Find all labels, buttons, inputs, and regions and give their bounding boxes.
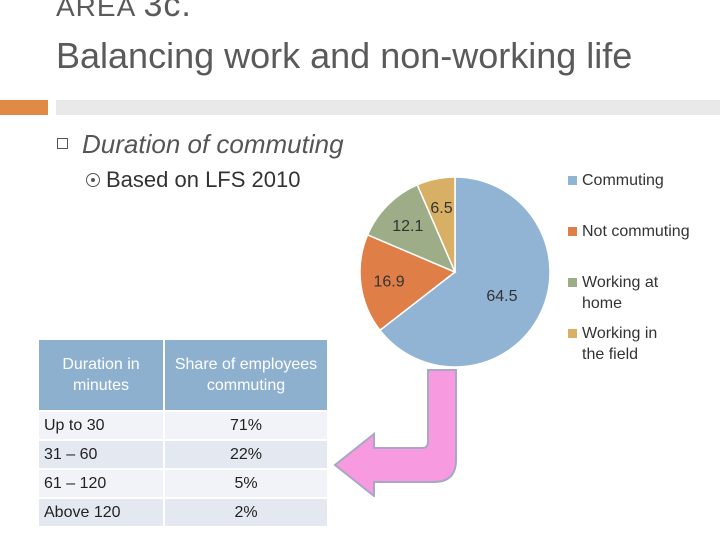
area-number: 3c. <box>143 0 192 24</box>
circle-bullet-icon <box>86 173 100 187</box>
area-label-text: AREA <box>56 0 135 22</box>
bullet-level-1: Duration of commuting <box>57 129 344 160</box>
pie-chart: 64.5 16.9 12.1 6.5 Commuting Not commuting Wor… <box>359 172 690 368</box>
accent-bar <box>0 100 48 115</box>
bullet-level-2: Based on LFS 2010 <box>86 167 300 193</box>
legend-label: Not commuting <box>582 223 690 240</box>
table-row: 61 – 120 5% <box>39 470 327 497</box>
cell-duration: 61 – 120 <box>39 470 163 497</box>
pie-data-label: 12.1 <box>392 218 423 235</box>
legend-label: Working at home <box>582 274 659 312</box>
cell-share: 22% <box>165 441 327 468</box>
table-row: Up to 30 71% <box>39 412 327 439</box>
square-bullet-icon <box>57 138 68 149</box>
cell-share: 2% <box>165 499 327 526</box>
pie-data-label: 6.5 <box>430 200 452 217</box>
legend-swatch <box>568 329 577 338</box>
cell-duration: Above 120 <box>39 499 163 526</box>
legend-label: Working in the field <box>582 325 657 363</box>
curved-arrow-icon <box>333 369 457 497</box>
pie-slice <box>359 233 457 332</box>
cell-duration: 31 – 60 <box>39 441 163 468</box>
legend-swatch <box>568 227 577 236</box>
slide-title: Balancing work and non-working life <box>56 35 633 76</box>
table-row: Above 120 2% <box>39 499 327 526</box>
bullet-2-text: Based on LFS 2010 <box>106 167 301 192</box>
cell-duration: Up to 30 <box>39 412 163 439</box>
area-label: AREA 3c. <box>56 0 192 25</box>
header-duration: Duration in minutes <box>39 340 163 410</box>
legend-swatch <box>568 176 577 185</box>
pie-slice <box>366 183 457 274</box>
legend-label: Commuting <box>582 172 664 189</box>
pie-data-label: 16.9 <box>373 274 404 291</box>
commuting-table: Duration in minutes Share of employees c… <box>37 338 329 528</box>
table-header-row: Duration in minutes Share of employees c… <box>39 340 327 410</box>
header-share: Share of employees commuting <box>165 340 327 410</box>
pie-slice <box>416 176 456 273</box>
legend-swatch <box>568 278 577 287</box>
title-rule <box>56 100 720 115</box>
table-row: 31 – 60 22% <box>39 441 327 468</box>
cell-share: 71% <box>165 412 327 439</box>
cell-share: 5% <box>165 470 327 497</box>
bullet-1-text: Duration of commuting <box>82 129 344 159</box>
pie-slice <box>378 176 551 368</box>
pie-data-label: 64.5 <box>486 288 517 305</box>
